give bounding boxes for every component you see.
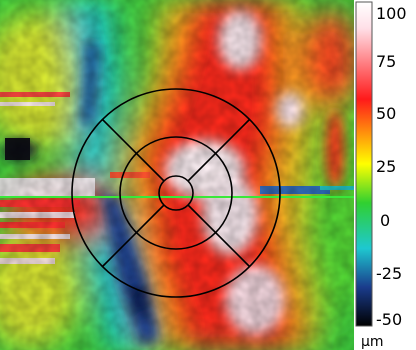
- colorbar-tick-label: 100: [376, 4, 407, 23]
- colorbar-tick-label: 0: [380, 211, 390, 230]
- colorbar-tick-label: -50: [376, 310, 402, 329]
- colorbar-tick-label: -25: [376, 264, 402, 283]
- colorbar-gradient: [356, 2, 372, 326]
- colorbar-tick-label: 25: [376, 157, 396, 176]
- retinal-thickness-map: [0, 0, 354, 350]
- thickness-colorbar: 100 75 50 25 0 -25 -50 μm: [354, 0, 416, 350]
- colorbar-tick-label: 50: [376, 104, 396, 123]
- colorbar-tick-label: 75: [376, 52, 396, 71]
- colorbar-unit-label: μm: [361, 334, 384, 350]
- colorbar-ticks: 100 75 50 25 0 -25 -50: [376, 4, 407, 329]
